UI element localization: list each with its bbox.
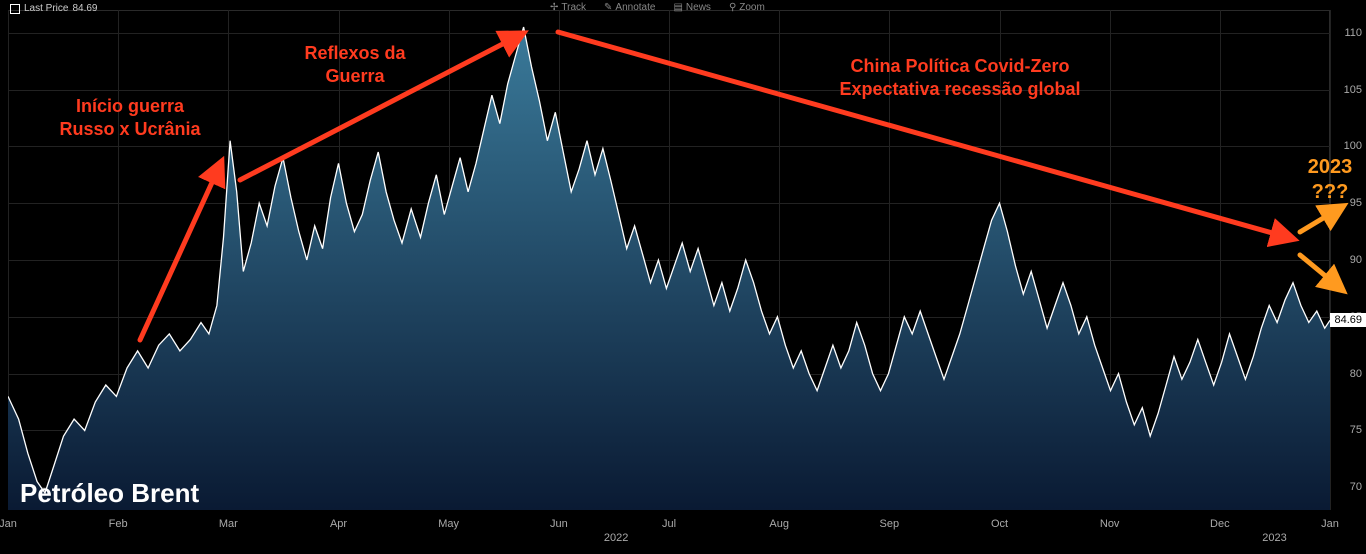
x-axis-label: Apr bbox=[330, 518, 347, 530]
annotation-line: Expectativa recessão global bbox=[839, 79, 1080, 99]
x-axis-label: Mar bbox=[219, 518, 238, 530]
x-axis-label: Dec bbox=[1210, 518, 1230, 530]
series-color-swatch bbox=[10, 4, 20, 14]
chart-toolbar: ✢ Track ✎ Annotate ▤ News ⚲ Zoom bbox=[550, 2, 765, 13]
current-price-tag: 84.69 bbox=[1330, 313, 1366, 327]
last-price-box: Last Price 84.69 bbox=[10, 3, 98, 14]
annotation-line: China Política Covid-Zero bbox=[850, 56, 1069, 76]
annotation-2023: 2023 ??? bbox=[1295, 155, 1365, 205]
current-price-value: 84.69 bbox=[1334, 314, 1362, 326]
news-label: News bbox=[686, 2, 711, 13]
area-plot-svg bbox=[8, 10, 1330, 510]
y-axis-label: 80 bbox=[1350, 368, 1362, 380]
y-axis-label: 70 bbox=[1350, 481, 1362, 493]
annotate-button[interactable]: ✎ Annotate bbox=[604, 2, 655, 13]
annotation-line: Russo x Ucrânia bbox=[59, 119, 200, 139]
zoom-label: Zoom bbox=[739, 2, 765, 13]
pencil-icon: ✎ bbox=[604, 2, 612, 13]
chart-title: Petróleo Brent bbox=[20, 478, 199, 509]
vgrid-line bbox=[1330, 10, 1331, 510]
x-axis-year-label: 2022 bbox=[604, 532, 628, 544]
y-axis-label: 105 bbox=[1344, 84, 1362, 96]
annotation-line: Início guerra bbox=[76, 96, 184, 116]
chart-container: Last Price 84.69 ✢ Track ✎ Annotate ▤ Ne… bbox=[0, 0, 1366, 554]
y-axis-label: 90 bbox=[1350, 254, 1362, 266]
annotate-label: Annotate bbox=[615, 2, 655, 13]
x-axis-label: Aug bbox=[769, 518, 789, 530]
x-axis-label: Jan bbox=[0, 518, 17, 530]
x-axis-year-label: 2023 bbox=[1262, 532, 1286, 544]
annotation-line: Reflexos da bbox=[304, 43, 405, 63]
x-axis-label: Oct bbox=[991, 518, 1008, 530]
y-axis-label: 75 bbox=[1350, 424, 1362, 436]
news-button[interactable]: ▤ News bbox=[673, 2, 710, 13]
crosshair-icon: ✢ bbox=[550, 2, 558, 13]
x-axis-label: May bbox=[438, 518, 459, 530]
x-axis-label: Jan bbox=[1321, 518, 1339, 530]
zoom-icon: ⚲ bbox=[729, 2, 736, 13]
y-axis-label: 110 bbox=[1344, 27, 1362, 39]
annotation-war-start: Início guerra Russo x Ucrânia bbox=[40, 95, 220, 140]
annotation-covid-recession: China Política Covid-Zero Expectativa re… bbox=[800, 55, 1120, 100]
track-label: Track bbox=[561, 2, 586, 13]
zoom-button[interactable]: ⚲ Zoom bbox=[729, 2, 765, 13]
last-price-label: Last Price bbox=[24, 3, 68, 14]
x-axis-label: Jun bbox=[550, 518, 568, 530]
news-icon: ▤ bbox=[673, 2, 682, 13]
x-axis-label: Feb bbox=[109, 518, 128, 530]
x-axis-label: Jul bbox=[662, 518, 676, 530]
y-axis-label: 100 bbox=[1344, 140, 1362, 152]
last-price-value: 84.69 bbox=[72, 3, 97, 14]
annotation-line: ??? bbox=[1312, 181, 1349, 203]
annotation-line: 2023 bbox=[1308, 156, 1353, 178]
annotation-war-reflex: Reflexos da Guerra bbox=[280, 42, 430, 87]
annotation-line: Guerra bbox=[325, 66, 384, 86]
x-axis-label: Sep bbox=[880, 518, 900, 530]
track-button[interactable]: ✢ Track bbox=[550, 2, 586, 13]
x-axis-label: Nov bbox=[1100, 518, 1120, 530]
